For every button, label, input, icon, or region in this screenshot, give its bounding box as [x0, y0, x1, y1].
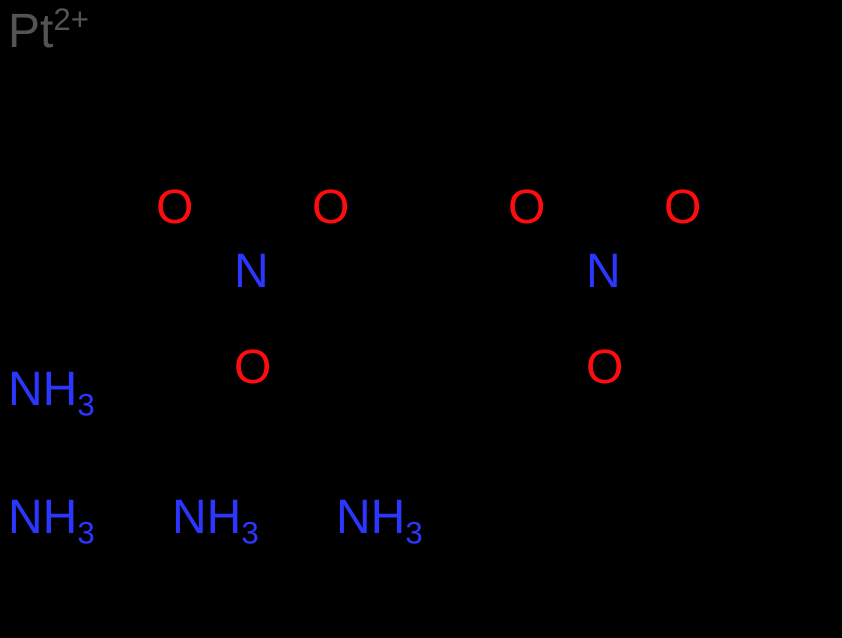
- oxygen-anion-3: O−: [508, 184, 564, 232]
- pt-charge: 2+: [53, 2, 89, 37]
- ammonia-2: NH3: [8, 494, 95, 542]
- diagram-canvas: Pt2+ O− O− O− O− N+ N+ O O NH3 NH3 NH3 N…: [0, 0, 842, 638]
- nh-symbol: NH: [8, 491, 77, 544]
- oxygen-db-right: O: [586, 344, 623, 392]
- nh-sub: 3: [241, 516, 258, 551]
- o-symbol: O: [586, 341, 623, 394]
- ammonia-4: NH3: [336, 494, 423, 542]
- oxygen-anion-4: O−: [664, 184, 720, 232]
- nh-symbol: NH: [172, 491, 241, 544]
- o-symbol: O: [156, 181, 193, 234]
- o-symbol: O: [234, 341, 271, 394]
- o-charge: −: [193, 178, 211, 213]
- oxygen-anion-2: O−: [312, 184, 368, 232]
- pt-cation: Pt2+: [8, 8, 89, 56]
- o-charge: −: [545, 178, 563, 213]
- nh-sub: 3: [405, 516, 422, 551]
- n-charge: +: [269, 242, 287, 277]
- nh-sub: 3: [77, 388, 94, 423]
- oxygen-db-left: O: [234, 344, 271, 392]
- nitrate-n-left: N+: [234, 248, 287, 296]
- o-symbol: O: [312, 181, 349, 234]
- nh-sub: 3: [77, 516, 94, 551]
- nh-symbol: NH: [336, 491, 405, 544]
- nh-symbol: NH: [8, 363, 77, 416]
- o-charge: −: [701, 178, 719, 213]
- o-symbol: O: [508, 181, 545, 234]
- oxygen-anion-1: O−: [156, 184, 212, 232]
- n-charge: +: [621, 242, 639, 277]
- o-charge: −: [349, 178, 367, 213]
- o-symbol: O: [664, 181, 701, 234]
- n-symbol: N: [586, 245, 621, 298]
- pt-symbol: Pt: [8, 5, 53, 58]
- ammonia-3: NH3: [172, 494, 259, 542]
- nitrate-n-right: N+: [586, 248, 639, 296]
- ammonia-1: NH3: [8, 366, 95, 414]
- n-symbol: N: [234, 245, 269, 298]
